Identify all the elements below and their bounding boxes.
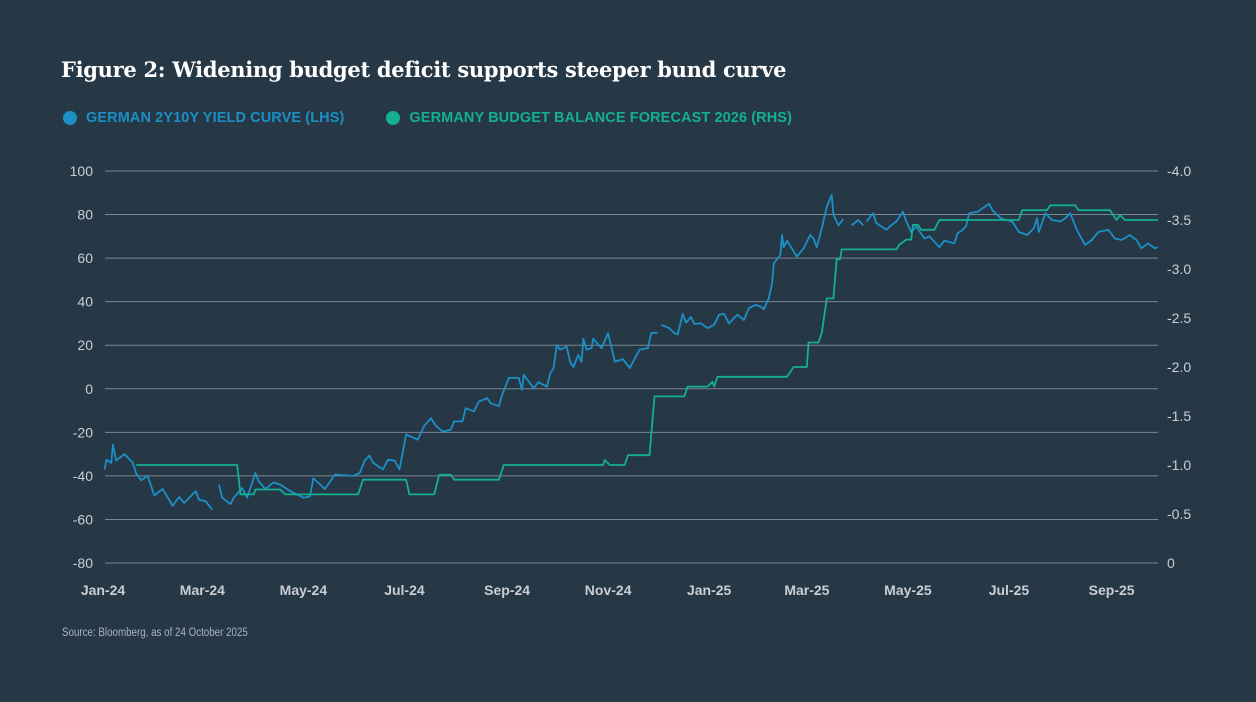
y-left-tick-label: 100 [70,163,94,179]
y-right-tick-label: -3.5 [1167,212,1191,228]
series-line-budget-balance [136,204,1158,496]
y-right-tick-label: -1.5 [1167,408,1191,424]
x-tick-label: Mar-24 [180,582,225,598]
legend-item-budget-balance: GERMANY BUDGET BALANCE FORECAST 2026 (RH… [386,110,792,126]
y-right-tick-label: 0 [1167,555,1175,571]
legend-label-yield-curve: GERMAN 2Y10Y YIELD CURVE (LHS) [86,110,345,126]
y-right-tick-label: -2.0 [1167,359,1191,375]
x-tick-label: May-25 [884,582,932,598]
legend-label-budget-balance: GERMANY BUDGET BALANCE FORECAST 2026 (RH… [409,110,793,126]
series-line-yield-curve [103,194,1159,511]
x-tick-label: Jul-25 [989,582,1030,598]
legend-dot-blue-icon [63,111,77,125]
x-tick-label: Jan-24 [81,582,126,598]
legend-dot-green-icon [386,111,401,125]
y-left-tick-label: -40 [73,468,93,484]
y-left-tick-label: 0 [85,381,93,397]
y-right-tick-label: -0.5 [1167,506,1191,522]
y-left-tick-label: 20 [77,337,93,353]
y-right-tick-label: -1.0 [1167,457,1191,473]
x-tick-label: Jul-24 [384,582,425,598]
legend-item-yield-curve: GERMAN 2Y10Y YIELD CURVE (LHS) [63,110,344,126]
y-left-tick-label: 60 [77,250,93,266]
y-left-tick-label: -80 [73,555,93,571]
x-tick-label: Mar-25 [784,582,829,598]
y-right-tick-label: -3.0 [1167,261,1191,277]
x-tick-label: Nov-24 [585,582,632,598]
y-left-tick-label: -60 [73,511,93,527]
source-note: Source: Bloomberg, as of 24 October 2025 [62,627,248,639]
x-tick-label: May-24 [280,582,328,598]
y-right-tick-label: -4.0 [1167,163,1191,179]
x-tick-label: Sep-25 [1089,582,1135,598]
y-right-tick-label: -2.5 [1167,310,1191,326]
x-tick-label: Sep-24 [484,582,530,598]
chart-title: Figure 2: Widening budget deficit suppor… [61,57,787,82]
y-left-tick-label: 80 [77,207,93,223]
x-tick-label: Jan-25 [687,582,732,598]
y-left-tick-label: -20 [73,424,93,440]
legend: GERMAN 2Y10Y YIELD CURVE (LHS) GERMANY B… [63,110,792,126]
y-left-tick-label: 40 [77,294,93,310]
